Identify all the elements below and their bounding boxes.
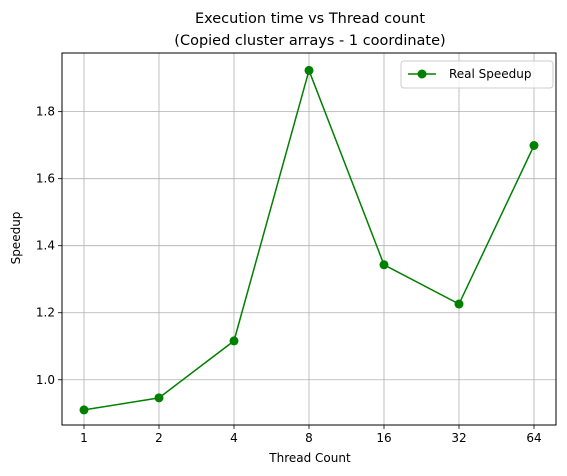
series-layer [79, 65, 539, 415]
data-point [79, 405, 89, 415]
chart-title: Execution time vs Thread count [195, 11, 425, 27]
y-tick-label: 1.2 [36, 306, 55, 320]
data-point [529, 140, 539, 150]
legend-label: Real Speedup [449, 67, 532, 81]
y-axis-label: Speedup [9, 212, 23, 265]
x-tick-label: 8 [305, 431, 313, 445]
chart-subtitle: (Copied cluster arrays - 1 coordinate) [174, 33, 445, 49]
legend: Real Speedup [400, 60, 554, 89]
data-point [304, 65, 314, 75]
grid [62, 53, 556, 425]
data-point [229, 336, 239, 346]
y-tick-label: 1.6 [36, 172, 55, 186]
y-tick-label: 1.4 [36, 239, 55, 253]
x-tick-label: 32 [451, 431, 466, 445]
y-tick-label: 1.0 [36, 373, 55, 387]
legend-marker-swatch [417, 69, 427, 79]
legend-box [400, 60, 554, 89]
x-tick-label: 64 [526, 431, 541, 445]
x-tick-label: 4 [230, 431, 238, 445]
x-axis-label: Thread Count [268, 451, 351, 465]
x-tick-label: 1 [80, 431, 88, 445]
data-point [454, 299, 464, 309]
x-tick-label: 2 [155, 431, 163, 445]
x-tick-label: 16 [376, 431, 391, 445]
y-tick-label: 1.8 [36, 105, 55, 119]
axis-ticks: 1 2 4 8 16 32 64 1.0 1.2 1.4 1.6 1.8 [36, 105, 542, 445]
data-point [154, 393, 164, 403]
data-point [379, 260, 389, 270]
